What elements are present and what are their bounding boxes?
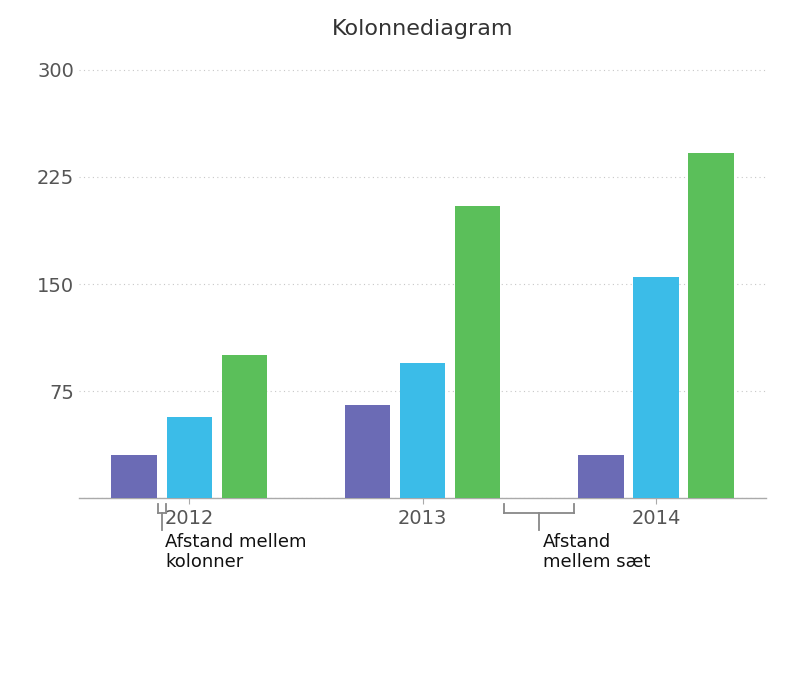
Text: Afstand
mellem sæt: Afstand mellem sæt: [543, 533, 650, 572]
Bar: [222, 356, 267, 498]
Bar: [167, 417, 212, 498]
Text: Afstand mellem
kolonner: Afstand mellem kolonner: [165, 533, 307, 572]
Bar: [455, 206, 500, 498]
Bar: [634, 277, 679, 498]
Bar: [345, 406, 390, 498]
Bar: [111, 455, 156, 498]
Bar: [578, 455, 623, 498]
Bar: [400, 363, 446, 498]
Title: Kolonnediagram: Kolonnediagram: [332, 19, 514, 39]
Bar: [689, 153, 734, 498]
